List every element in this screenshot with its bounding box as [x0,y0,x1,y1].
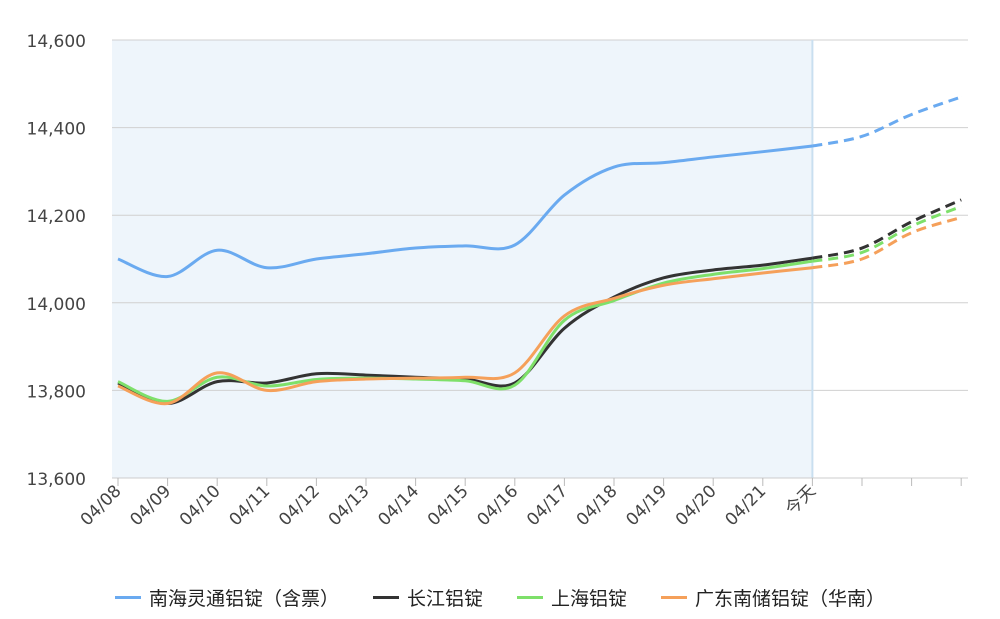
x-tick-label: 04/17 [523,481,572,530]
legend-swatch [517,596,543,599]
legend-label: 长江铝锭 [406,588,483,610]
series-forecast-0 [812,95,962,148]
x-tick-label: 04/13 [325,481,374,530]
legend-item[interactable]: 南海灵通铝锭（含票） [114,584,339,611]
x-tick-label: 04/14 [374,481,423,530]
legend-swatch [661,596,688,599]
series-forecast-2 [812,205,962,263]
y-tick-label: 14,400 [27,120,86,140]
legend-label: 南海灵通铝锭（含票） [148,588,339,610]
y-tick-label: 14,200 [27,207,86,227]
legend-item[interactable]: 广东南储铝锭（华南） [661,584,885,611]
x-tick-label: 04/20 [672,481,721,530]
series-forecast-1 [812,198,962,260]
x-tick-label: 04/18 [573,481,622,530]
x-tick-label: 04/09 [126,481,175,530]
history-background [112,40,813,478]
series-forecast-3 [812,215,962,270]
x-tick-label: 04/15 [424,481,473,530]
legend-label: 广东南储铝锭（华南） [695,588,886,610]
legend-item[interactable]: 长江铝锭 [372,584,483,611]
line-chart: 13,600 13,800 14,000 14,200 14,400 14,600 04/0… [27,32,968,530]
y-tick-label: 14,000 [27,295,86,315]
x-tick-label: 04/21 [722,481,771,530]
legend: 南海灵通铝锭（含票） 长江铝锭 上海铝锭 广东南储铝锭（华南） [0,584,1000,611]
y-tick-label: 14,600 [27,32,86,52]
legend-swatch [372,596,399,599]
y-tick-label: 13,600 [27,470,86,490]
x-tick-label: 04/11 [226,481,275,530]
legend-swatch [114,596,141,599]
legend-item[interactable]: 上海铝锭 [517,584,627,611]
y-tick-label: 13,800 [27,382,86,402]
legend-label: 上海铝锭 [551,588,628,610]
x-tick-label: 04/16 [474,481,523,530]
x-tick-label: 04/10 [176,481,225,530]
x-tick-label: 04/12 [275,481,324,530]
x-tick-label: 04/19 [622,481,671,530]
x-tick-label: 今天 [782,481,820,519]
